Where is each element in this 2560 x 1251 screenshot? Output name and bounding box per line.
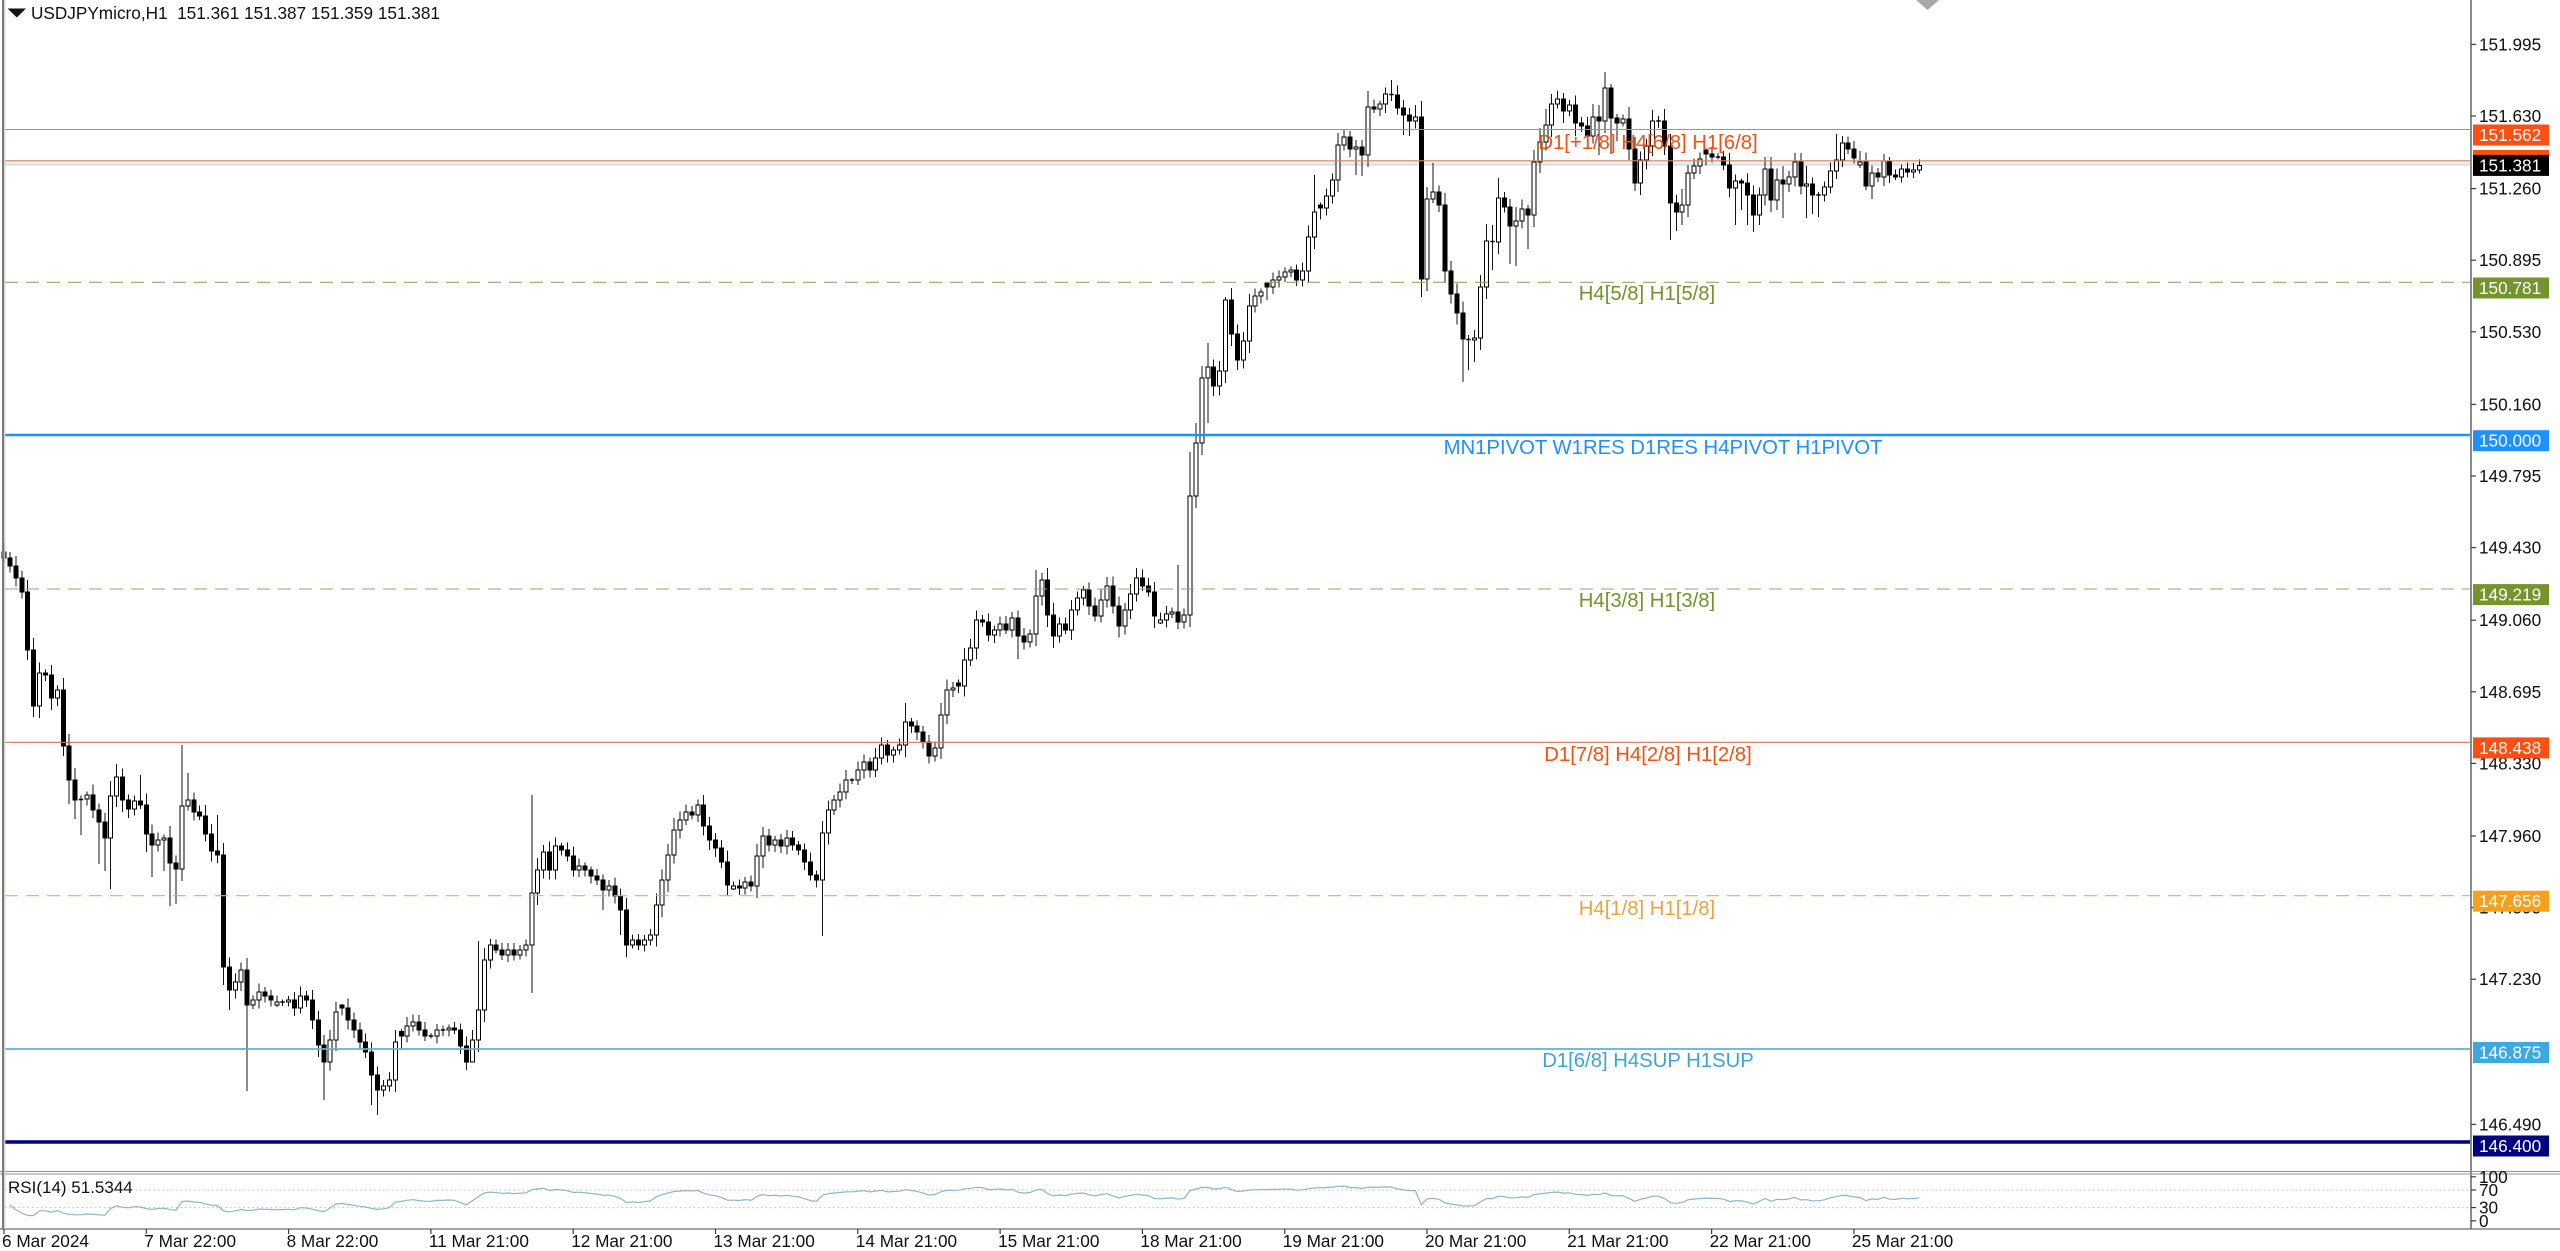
svg-text:149.430: 149.430	[2479, 538, 2541, 558]
svg-text:8 Mar 22:00: 8 Mar 22:00	[287, 1231, 379, 1251]
svg-text:11 Mar 21:00: 11 Mar 21:00	[429, 1231, 529, 1251]
svg-text:146.400: 146.400	[2479, 1136, 2541, 1156]
svg-text:18 Mar 21:00: 18 Mar 21:00	[1140, 1231, 1241, 1251]
svg-text:H4[1/8] H1[1/8]: H4[1/8] H1[1/8]	[1579, 898, 1715, 920]
svg-text:USDJPYmicro,H1 151.361 151.38: USDJPYmicro,H1 151.361 151.387 151.359 1…	[31, 3, 440, 23]
svg-text:30: 30	[2479, 1198, 2498, 1218]
svg-text:100: 100	[2479, 1167, 2508, 1187]
svg-text:15 Mar 21:00: 15 Mar 21:00	[998, 1231, 1099, 1251]
svg-text:6 Mar 2024: 6 Mar 2024	[2, 1231, 89, 1251]
svg-text:13 Mar 21:00: 13 Mar 21:00	[714, 1231, 815, 1251]
svg-text:151.260: 151.260	[2479, 179, 2541, 199]
svg-text:70: 70	[2479, 1180, 2498, 1200]
svg-text:MN1PIVOT W1RES D1RES H4PIVOT H: MN1PIVOT W1RES D1RES H4PIVOT H1PIVOT	[1444, 437, 1883, 459]
svg-text:151.381: 151.381	[2479, 155, 2541, 175]
svg-text:H4[5/8] H1[5/8]: H4[5/8] H1[5/8]	[1579, 283, 1715, 305]
svg-text:150.895: 150.895	[2479, 250, 2541, 270]
svg-text:22 Mar 21:00: 22 Mar 21:00	[1710, 1231, 1811, 1251]
svg-text:14 Mar 21:00: 14 Mar 21:00	[856, 1231, 957, 1251]
svg-text:D1[6/8] H4SUP H1SUP: D1[6/8] H4SUP H1SUP	[1542, 1050, 1754, 1072]
svg-text:0: 0	[2479, 1211, 2489, 1231]
svg-text:H4[3/8] H1[3/8]: H4[3/8] H1[3/8]	[1579, 590, 1715, 612]
svg-text:147.230: 147.230	[2479, 969, 2541, 989]
svg-text:20 Mar 21:00: 20 Mar 21:00	[1425, 1231, 1526, 1251]
svg-text:149.060: 149.060	[2479, 610, 2541, 630]
svg-text:151.562: 151.562	[2479, 125, 2541, 145]
svg-text:151.995: 151.995	[2479, 34, 2541, 54]
svg-text:D1[+1/8] H4[6/8] H1[6/8]: D1[+1/8] H4[6/8] H1[6/8]	[1538, 132, 1757, 154]
svg-text:148.438: 148.438	[2479, 738, 2541, 758]
svg-text:19 Mar 21:00: 19 Mar 21:00	[1283, 1231, 1384, 1251]
svg-text:21 Mar 21:00: 21 Mar 21:00	[1567, 1231, 1668, 1251]
svg-text:146.875: 146.875	[2479, 1043, 2541, 1063]
svg-text:151.630: 151.630	[2479, 106, 2541, 126]
svg-text:7 Mar 22:00: 7 Mar 22:00	[144, 1231, 236, 1251]
svg-text:148.695: 148.695	[2479, 682, 2541, 702]
svg-text:147.960: 147.960	[2479, 826, 2541, 846]
svg-text:25 Mar 21:00: 25 Mar 21:00	[1852, 1231, 1953, 1251]
svg-text:150.160: 150.160	[2479, 394, 2541, 414]
svg-text:RSI(14) 51.5344: RSI(14) 51.5344	[8, 1178, 133, 1197]
svg-text:150.781: 150.781	[2479, 278, 2541, 298]
svg-text:D1[7/8] H4[2/8] H1[2/8]: D1[7/8] H4[2/8] H1[2/8]	[1544, 744, 1751, 766]
svg-text:150.000: 150.000	[2479, 431, 2541, 451]
svg-text:149.795: 149.795	[2479, 466, 2541, 486]
svg-text:12 Mar 21:00: 12 Mar 21:00	[571, 1231, 672, 1251]
svg-text:150.530: 150.530	[2479, 322, 2541, 342]
svg-text:146.490: 146.490	[2479, 1114, 2541, 1134]
svg-text:147.656: 147.656	[2479, 891, 2541, 911]
svg-text:149.219: 149.219	[2479, 585, 2541, 605]
